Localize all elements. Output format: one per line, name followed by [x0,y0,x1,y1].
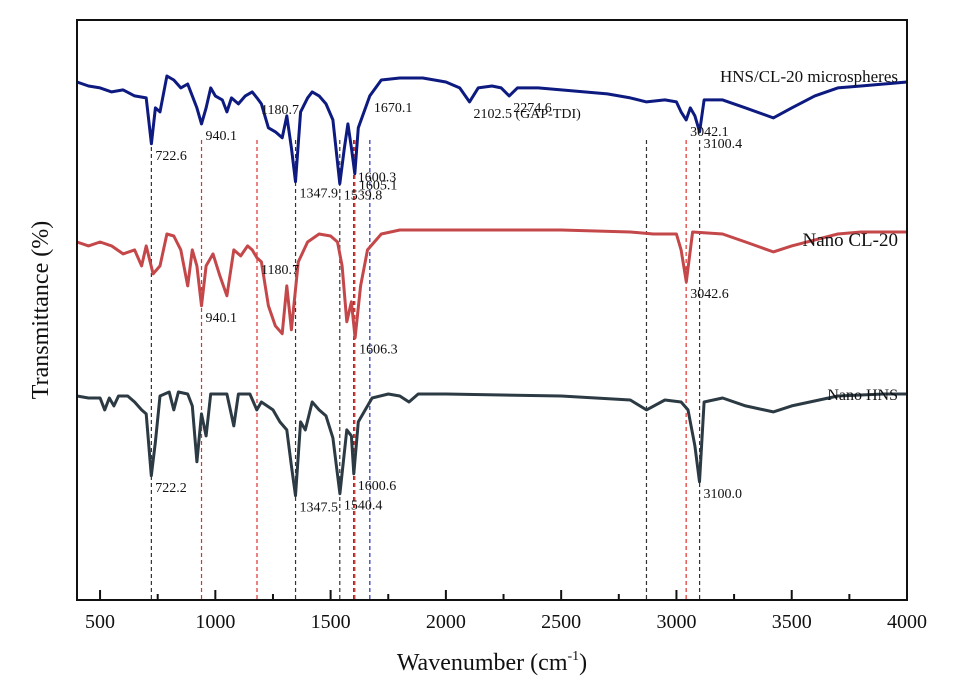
x-tick-label: 500 [85,611,115,633]
peak-label: 3100.4 [704,137,743,152]
peak-label: 2102.5 (GAP-TDI) [474,107,582,122]
series-name-label: HNS/CL-20 microspheres [720,67,898,86]
series-line-1 [76,228,907,340]
peak-label: 2274.6 [513,101,552,116]
x-axis-label: Wavenumber (cm-1) [397,649,587,676]
series-layer [76,74,908,498]
x-axis-label-close: ) [579,650,587,676]
peak-label: 1600.3 [358,170,397,185]
x-axis-label-sup: -1 [568,649,580,664]
reference-lines [150,140,701,600]
x-axis-label-main: Wavenumber (cm [397,650,568,676]
peak-label: 1347.9 [300,187,339,202]
x-tick-label: 2000 [426,611,466,633]
peak-label: 1600.6 [358,479,397,494]
x-tick-label: 3000 [656,611,696,633]
y-axis-label: Transmittance (%) [28,221,54,399]
x-tick-label: 2500 [541,611,581,633]
series-line-2 [76,390,907,498]
peak-label: 1605.1 [359,179,398,194]
series-name-label: Nano CL-20 [802,230,898,251]
plot-frame [76,19,908,601]
peak-label: 1347.5 [299,501,338,516]
x-tick-label: 1000 [195,611,235,633]
peak-label: 940.1 [206,311,238,326]
series-name-label: Nano HNS [827,387,898,404]
peak-label: 940.1 [206,129,238,144]
series-labels: HNS/CL-20 microspheres Nano CL-20 Nano HNS [720,67,898,404]
peak-label: 3042.1 [690,125,729,140]
peak-label: 1180.7 [261,103,299,118]
x-tick-label: 4000 [887,611,927,633]
peak-label: 1539.8 [344,189,383,204]
x-axis-ticks: 500 1000 1500 2000 2500 3000 3500 4000 [85,590,927,633]
peak-label: 1540.4 [344,499,383,514]
peak-label: 3042.6 [690,287,729,302]
peak-label: 1180.7 [261,263,299,278]
x-tick-label: 3500 [772,611,812,633]
peak-label: 1606.3 [359,343,398,358]
peak-label: 722.6 [155,149,187,164]
peak-annotations: 722.6 940.1 1180.7 1347.9 1539.8 1600.31605.1… [155,101,742,516]
peak-label: 1670.1 [374,101,413,116]
peak-label: 3100.0 [704,487,743,502]
series-line-0 [76,74,908,186]
x-tick-label: 1500 [311,611,351,633]
peak-label: 722.2 [155,481,187,496]
